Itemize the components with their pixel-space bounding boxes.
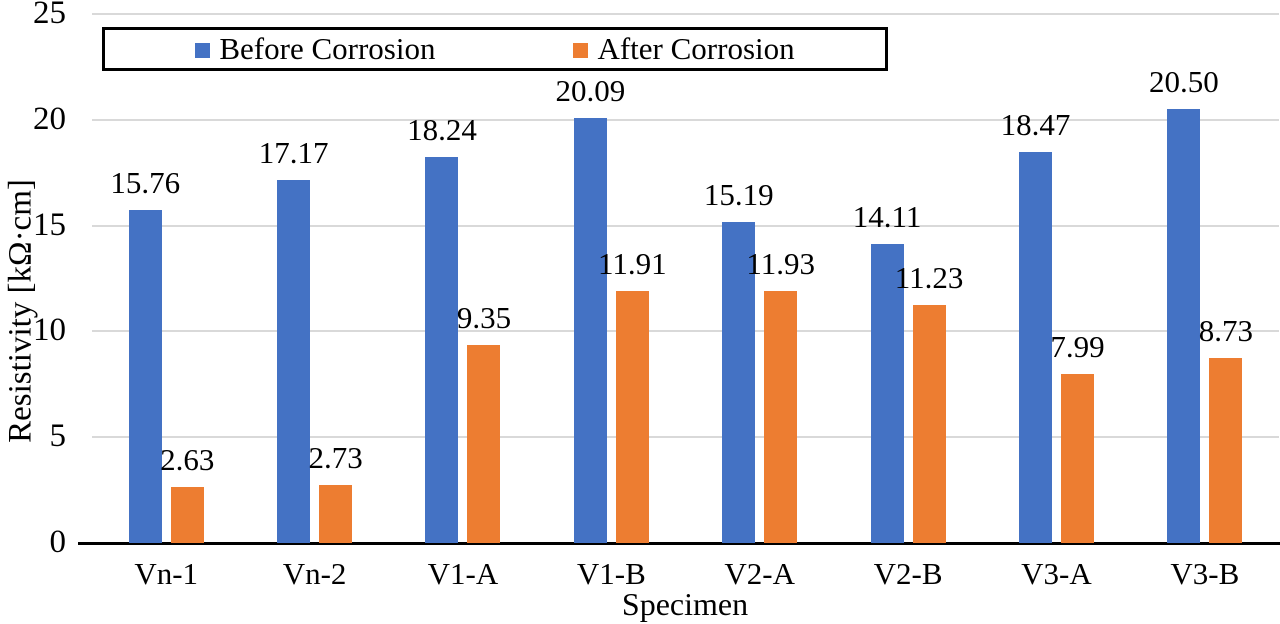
- x-tick-label-v3-b: V3-B: [1170, 556, 1240, 591]
- value-label-after-corrosion-v2-a: 11.93: [746, 245, 815, 281]
- bar-before-corrosion-v1-a: [425, 157, 459, 543]
- y-tick-label: 25: [33, 0, 66, 31]
- value-label-after-corrosion-v1-b: 11.91: [598, 245, 667, 281]
- value-label-before-corrosion-v3-b: 20.50: [1148, 64, 1219, 100]
- value-label-before-corrosion-vn-1: 15.76: [110, 164, 181, 200]
- bar-after-corrosion-vn-1: [170, 487, 204, 543]
- bar-after-corrosion-v1-a: [467, 345, 501, 543]
- x-tick-label-vn-2: Vn-2: [282, 556, 347, 591]
- bar-after-corrosion-v2-b: [912, 305, 946, 543]
- legend-item-after-corrosion: After Corrosion: [573, 31, 795, 67]
- bar-after-corrosion-v3-b: [1209, 358, 1243, 543]
- value-label-after-corrosion-vn-2: 2.73: [308, 440, 363, 476]
- value-label-before-corrosion-vn-2: 17.17: [258, 134, 329, 170]
- x-tick-label-v1-a: V1-A: [427, 556, 499, 591]
- bar-after-corrosion-v3-a: [1060, 373, 1094, 543]
- bar-before-corrosion-v2-a: [722, 221, 756, 543]
- value-label-before-corrosion-v1-a: 18.24: [407, 112, 477, 148]
- bar-after-corrosion-vn-2: [319, 485, 353, 543]
- y-tick-label: 0: [49, 524, 67, 560]
- bar-before-corrosion-v2-b: [870, 244, 904, 543]
- gridline: [92, 436, 1279, 439]
- value-label-before-corrosion-v1-b: 20.09: [555, 72, 626, 108]
- gridline: [92, 224, 1279, 227]
- x-axis-line: [78, 542, 1280, 545]
- x-tick-label-vn-1: Vn-1: [134, 556, 199, 591]
- bar-before-corrosion-v3-a: [1018, 152, 1052, 543]
- x-tick-label-v2-a: V2-A: [724, 556, 795, 591]
- legend-swatch-after-corrosion: [573, 42, 589, 58]
- bar-after-corrosion-v1-b: [615, 290, 649, 543]
- bar-after-corrosion-v2-a: [764, 290, 798, 543]
- gridline: [92, 13, 1279, 15]
- value-label-before-corrosion-v3-a: 18.47: [1000, 107, 1071, 143]
- legend-swatch-before-corrosion: [195, 42, 211, 58]
- x-tick-label-v1-b: V1-B: [576, 556, 646, 591]
- y-tick-label: 15: [33, 206, 66, 243]
- gridline: [92, 118, 1279, 121]
- value-label-before-corrosion-v2-b: 14.11: [852, 199, 922, 235]
- value-label-after-corrosion-v2-b: 11.23: [894, 260, 964, 296]
- x-axis-title: Specimen: [621, 586, 749, 622]
- legend-item-before-corrosion: Before Corrosion: [195, 31, 435, 67]
- value-label-after-corrosion-v1-a: 9.35: [456, 300, 512, 336]
- y-tick-label: 10: [33, 312, 66, 349]
- legend-label-after-corrosion: After Corrosion: [597, 31, 795, 66]
- gridline: [92, 330, 1279, 333]
- legend-label-before-corrosion: Before Corrosion: [219, 31, 436, 66]
- bar-before-corrosion-vn-1: [128, 209, 162, 543]
- x-tick-label-v2-b: V2-B: [873, 556, 943, 591]
- value-label-after-corrosion-vn-1: 2.63: [160, 442, 215, 478]
- value-label-after-corrosion-v3-b: 8.73: [1198, 313, 1253, 349]
- bar-before-corrosion-vn-2: [277, 179, 311, 543]
- bar-before-corrosion-v1-b: [573, 117, 607, 543]
- legend: Before Corrosion After Corrosion: [102, 27, 888, 71]
- bar-before-corrosion-v3-b: [1167, 109, 1201, 543]
- y-tick-label: 5: [49, 418, 67, 455]
- y-tick-label: 20: [33, 100, 66, 137]
- value-label-before-corrosion-v2-a: 15.19: [703, 176, 774, 212]
- value-label-after-corrosion-v3-a: 7.99: [1050, 328, 1105, 364]
- x-tick-label-v3-a: V3-A: [1021, 556, 1092, 591]
